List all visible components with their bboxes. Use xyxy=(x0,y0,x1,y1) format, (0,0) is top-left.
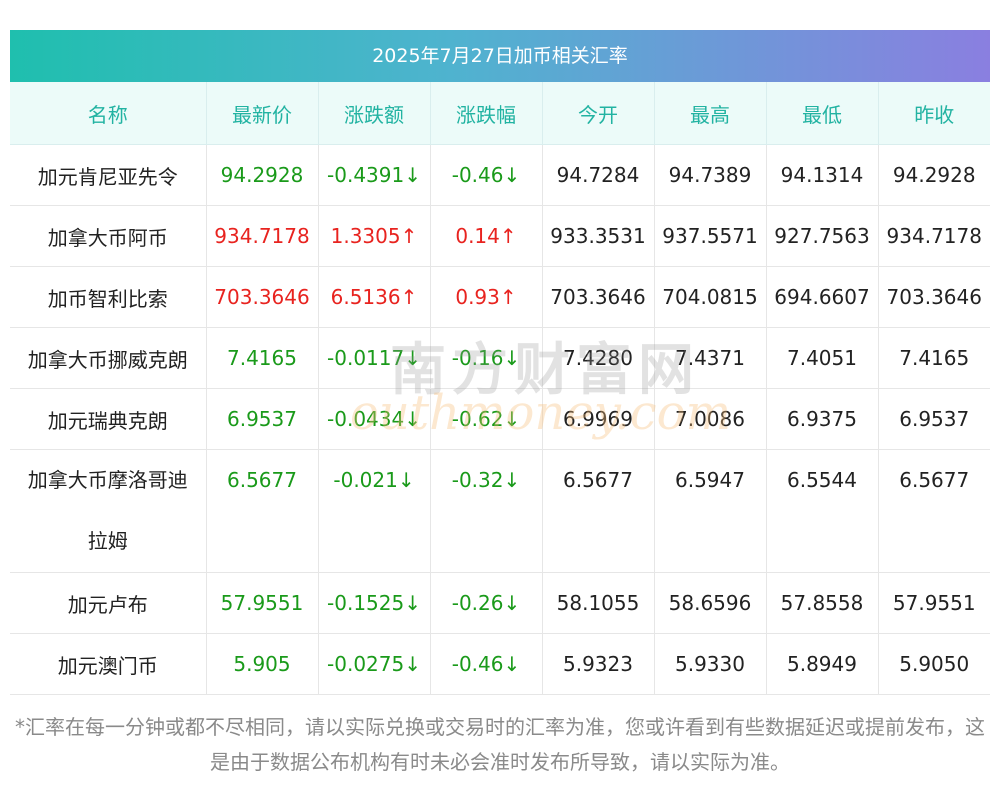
low-price: 694.6607 xyxy=(766,266,879,328)
rate-panel: 2025年7月27日加币相关汇率 名称 最新价 涨跌额 涨跌幅 今开 最高 最低… xyxy=(10,30,990,695)
low-price: 57.8558 xyxy=(766,572,879,634)
prev-close: 6.9537 xyxy=(878,388,990,450)
currency-name: 加拿大币阿币 xyxy=(10,205,207,267)
low-price: 6.5544 xyxy=(766,449,879,573)
latest-price: 7.4165 xyxy=(206,327,319,389)
col-header-open: 今开 xyxy=(542,82,655,145)
col-header-latest: 最新价 xyxy=(206,82,319,145)
table-row: 加币智利比索 703.3646 6.5136↑ 0.93↑ 703.3646 7… xyxy=(10,266,990,328)
high-price: 6.5947 xyxy=(654,449,767,573)
currency-name: 加元肯尼亚先令 xyxy=(10,144,207,206)
change-amount: -0.4391↓ xyxy=(318,144,431,206)
change-amount: -0.0434↓ xyxy=(318,388,431,450)
low-price: 94.1314 xyxy=(766,144,879,206)
high-price: 7.0086 xyxy=(654,388,767,450)
latest-price: 94.2928 xyxy=(206,144,319,206)
high-price: 94.7389 xyxy=(654,144,767,206)
prev-close: 94.2928 xyxy=(878,144,990,206)
currency-name: 加拿大币挪威克朗 xyxy=(10,327,207,389)
change-percent: -0.62↓ xyxy=(430,388,543,450)
open-price: 5.9323 xyxy=(542,633,655,695)
change-percent: 0.93↑ xyxy=(430,266,543,328)
change-amount: -0.0275↓ xyxy=(318,633,431,695)
currency-name: 加元澳门币 xyxy=(10,633,207,695)
change-percent: -0.16↓ xyxy=(430,327,543,389)
high-price: 58.6596 xyxy=(654,572,767,634)
change-amount: 6.5136↑ xyxy=(318,266,431,328)
change-amount: -0.021↓ xyxy=(318,449,431,573)
open-price: 933.3531 xyxy=(542,205,655,267)
currency-name: 加币智利比索 xyxy=(10,266,207,328)
change-percent: -0.32↓ xyxy=(430,449,543,573)
latest-price: 5.905 xyxy=(206,633,319,695)
table-row: 加拿大币摩洛哥迪拉姆 6.5677 -0.021↓ -0.32↓ 6.5677 … xyxy=(10,449,990,573)
high-price: 937.5571 xyxy=(654,205,767,267)
low-price: 6.9375 xyxy=(766,388,879,450)
latest-price: 57.9551 xyxy=(206,572,319,634)
table-row: 加拿大币阿币 934.7178 1.3305↑ 0.14↑ 933.3531 9… xyxy=(10,205,990,267)
change-amount: -0.0117↓ xyxy=(318,327,431,389)
open-price: 94.7284 xyxy=(542,144,655,206)
table-header-row: 名称 最新价 涨跌额 涨跌幅 今开 最高 最低 昨收 xyxy=(10,82,990,145)
currency-name: 加元卢布 xyxy=(10,572,207,634)
col-header-high: 最高 xyxy=(654,82,767,145)
latest-price: 6.9537 xyxy=(206,388,319,450)
currency-name: 加元瑞典克朗 xyxy=(10,388,207,450)
change-amount: 1.3305↑ xyxy=(318,205,431,267)
table-row: 加元肯尼亚先令 94.2928 -0.4391↓ -0.46↓ 94.7284 … xyxy=(10,144,990,206)
table-row: 加元澳门币 5.905 -0.0275↓ -0.46↓ 5.9323 5.933… xyxy=(10,633,990,695)
open-price: 6.9969 xyxy=(542,388,655,450)
col-header-name: 名称 xyxy=(10,82,207,145)
table-row: 加元瑞典克朗 6.9537 -0.0434↓ -0.62↓ 6.9969 7.0… xyxy=(10,388,990,450)
prev-close: 6.5677 xyxy=(878,449,990,573)
low-price: 5.8949 xyxy=(766,633,879,695)
col-header-low: 最低 xyxy=(766,82,879,145)
prev-close: 57.9551 xyxy=(878,572,990,634)
open-price: 6.5677 xyxy=(542,449,655,573)
page-title: 2025年7月27日加币相关汇率 xyxy=(10,30,990,82)
low-price: 7.4051 xyxy=(766,327,879,389)
change-percent: -0.46↓ xyxy=(430,144,543,206)
change-percent: -0.46↓ xyxy=(430,633,543,695)
change-amount: -0.1525↓ xyxy=(318,572,431,634)
prev-close: 7.4165 xyxy=(878,327,990,389)
table-row: 加拿大币挪威克朗 7.4165 -0.0117↓ -0.16↓ 7.4280 7… xyxy=(10,327,990,389)
change-percent: -0.26↓ xyxy=(430,572,543,634)
col-header-change: 涨跌额 xyxy=(318,82,431,145)
disclaimer-note: *汇率在每一分钟或都不尽相同，请以实际兑换或交易时的汇率为准，您或许看到有些数据… xyxy=(15,715,985,774)
open-price: 703.3646 xyxy=(542,266,655,328)
high-price: 5.9330 xyxy=(654,633,767,695)
prev-close: 5.9050 xyxy=(878,633,990,695)
prev-close: 934.7178 xyxy=(878,205,990,267)
rate-table: 名称 最新价 涨跌额 涨跌幅 今开 最高 最低 昨收 加元肯尼亚先令 94.29… xyxy=(10,82,990,695)
col-header-prev: 昨收 xyxy=(878,82,990,145)
prev-close: 703.3646 xyxy=(878,266,990,328)
open-price: 58.1055 xyxy=(542,572,655,634)
high-price: 7.4371 xyxy=(654,327,767,389)
open-price: 7.4280 xyxy=(542,327,655,389)
col-header-pct: 涨跌幅 xyxy=(430,82,543,145)
table-row: 加元卢布 57.9551 -0.1525↓ -0.26↓ 58.1055 58.… xyxy=(10,572,990,634)
high-price: 704.0815 xyxy=(654,266,767,328)
change-percent: 0.14↑ xyxy=(430,205,543,267)
latest-price: 934.7178 xyxy=(206,205,319,267)
currency-name: 加拿大币摩洛哥迪拉姆 xyxy=(10,449,207,573)
latest-price: 703.3646 xyxy=(206,266,319,328)
low-price: 927.7563 xyxy=(766,205,879,267)
latest-price: 6.5677 xyxy=(206,449,319,573)
